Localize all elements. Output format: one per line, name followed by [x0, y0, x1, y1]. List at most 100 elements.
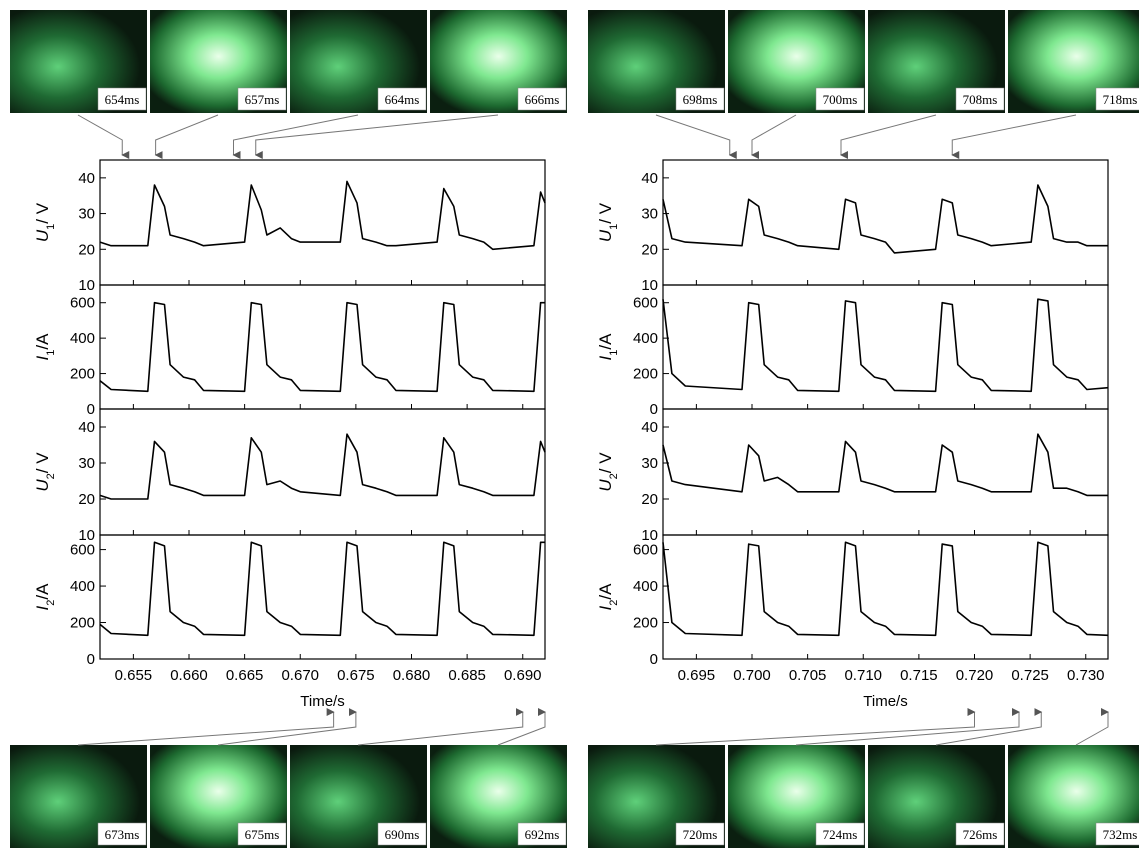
frame-arrow: [1075, 708, 1109, 746]
y-label-symbol: U: [596, 479, 615, 492]
x-tick-label: 0.730: [1067, 667, 1105, 684]
y-tick-label: 10: [78, 277, 95, 294]
y-tick-label: 400: [70, 578, 95, 595]
frame-label-box: [675, 87, 725, 111]
y-label-symbol: I: [33, 605, 52, 610]
y-tick-label: 600: [633, 295, 658, 312]
frame-arrow: [77, 708, 335, 746]
y-label-subscript: 1: [608, 350, 620, 356]
frame-label-box: [815, 822, 865, 846]
y-tick-label: 400: [633, 578, 658, 595]
y-tick-label: 400: [70, 330, 95, 347]
y-label-subscript: 1: [608, 224, 620, 230]
x-tick-label: 0.695: [678, 667, 716, 684]
y-tick-label: 20: [78, 491, 95, 508]
frame-arrow: [357, 708, 524, 746]
panel-frame: [662, 159, 1109, 286]
y-tick-label: 30: [78, 455, 95, 472]
frame-label: 657ms: [245, 92, 280, 107]
x-tick-label: 0.685: [448, 667, 486, 684]
waveform: [99, 433, 546, 500]
y-axis-label: I2/A: [596, 583, 620, 611]
frame-label: 673ms: [105, 827, 140, 842]
frame-label: 726ms: [963, 827, 998, 842]
x-tick-label: 0.665: [226, 667, 264, 684]
frame-arrow: [217, 708, 357, 746]
y-label-unit: /A: [33, 583, 52, 600]
panel-frame: [99, 534, 546, 660]
x-tick-label: 0.660: [170, 667, 208, 684]
waveform: [662, 433, 1108, 497]
x-tick-label: 0.715: [900, 667, 938, 684]
frame-arrow: [935, 708, 1043, 746]
x-tick-label: 0.655: [115, 667, 153, 684]
y-label-subscript: 2: [45, 600, 57, 606]
x-axis-label: Time/s: [300, 693, 344, 710]
y-label-symbol: I: [596, 605, 615, 610]
frame-label-box: [955, 87, 1005, 111]
x-tick-label: 0.705: [789, 667, 827, 684]
frame-label: 666ms: [525, 92, 560, 107]
frame-label: 675ms: [245, 827, 280, 842]
y-label-symbol: U: [33, 229, 52, 242]
x-tick-label: 0.675: [337, 667, 375, 684]
y-tick-label: 600: [70, 542, 95, 559]
frame-label-box: [955, 822, 1005, 846]
y-tick-label: 400: [633, 330, 658, 347]
y-label-unit: /A: [596, 583, 615, 600]
y-label-unit: /A: [596, 333, 615, 350]
y-label-unit: / V: [596, 202, 615, 223]
frame-arrow: [655, 114, 737, 159]
frame-arrow: [232, 114, 359, 159]
x-axis-label: Time/s: [863, 693, 907, 710]
y-tick-label: 600: [633, 542, 658, 559]
y-tick-label: 10: [641, 527, 658, 544]
waveform: [99, 180, 546, 251]
y-axis-label: U2/ V: [33, 452, 57, 492]
frame-arrow: [655, 708, 976, 746]
frame-label-box: [1095, 87, 1139, 111]
y-axis-label: U1/ V: [33, 202, 57, 242]
frame-label: 654ms: [105, 92, 140, 107]
y-axis-label: I1/A: [596, 333, 620, 361]
y-label-subscript: 2: [45, 473, 57, 479]
waveform: [99, 541, 545, 637]
y-tick-label: 0: [650, 651, 658, 668]
frame-label-box: [97, 87, 147, 111]
frame-label: 700ms: [823, 92, 858, 107]
frame-arrow: [795, 708, 1020, 746]
y-tick-label: 10: [641, 277, 658, 294]
y-tick-label: 20: [78, 241, 95, 258]
y-axis-label: U2/ V: [596, 452, 620, 492]
panel-frame: [662, 284, 1109, 410]
frame-label: 698ms: [683, 92, 718, 107]
frame-label: 718ms: [1103, 92, 1138, 107]
frame-arrow: [497, 708, 546, 746]
frame-label-box: [237, 87, 287, 111]
y-label-subscript: 2: [608, 473, 620, 479]
x-tick-label: 0.720: [956, 667, 994, 684]
y-tick-label: 40: [78, 170, 95, 187]
frame-arrow: [840, 114, 937, 159]
y-tick-label: 40: [78, 419, 95, 436]
x-tick-label: 0.680: [393, 667, 431, 684]
y-label-symbol: I: [33, 355, 52, 360]
frame-label-box: [377, 87, 427, 111]
y-tick-label: 30: [641, 455, 658, 472]
panel-frame: [99, 159, 546, 286]
y-tick-label: 0: [87, 401, 95, 418]
frame-label: 732ms: [1103, 827, 1138, 842]
y-tick-label: 200: [633, 615, 658, 632]
y-label-unit: / V: [596, 452, 615, 473]
y-tick-label: 10: [78, 527, 95, 544]
frame-label-box: [237, 822, 287, 846]
y-label-subscript: 1: [45, 350, 57, 356]
x-tick-label: 0.710: [844, 667, 882, 684]
y-label-unit: / V: [33, 202, 52, 223]
frame-label-box: [517, 822, 567, 846]
y-tick-label: 200: [70, 615, 95, 632]
y-tick-label: 600: [70, 295, 95, 312]
y-tick-label: 40: [641, 170, 658, 187]
y-tick-label: 20: [641, 241, 658, 258]
